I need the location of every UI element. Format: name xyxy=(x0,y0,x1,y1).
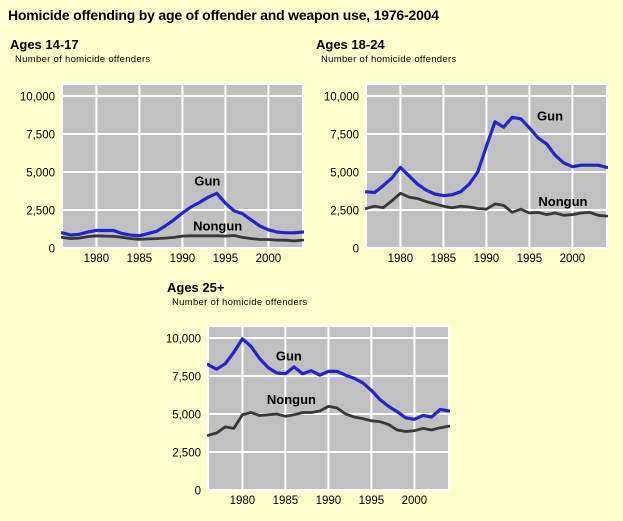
x-tick-label: 1995 xyxy=(359,495,385,507)
y-tick-label: 7,500 xyxy=(172,372,201,384)
y-tick-label: 0 xyxy=(49,244,55,256)
y-tick-label: 2,500 xyxy=(26,206,55,218)
chart-ages-14-17: 0 2,500 5,000 7,500 10,000 1980 1985 1990 1995 20… xyxy=(20,83,304,265)
series-label-gun: Gun xyxy=(537,108,563,123)
y-tick-label: 0 xyxy=(353,244,359,256)
x-tick-label: 1980 xyxy=(230,495,256,507)
y-tick-label: 10,000 xyxy=(324,92,359,104)
y-tick-label: 10,000 xyxy=(20,92,55,104)
chart-heading-ages-25-plus: Ages 25+ xyxy=(167,280,225,295)
x-tick-label: 1990 xyxy=(316,495,342,507)
gun-line xyxy=(365,115,608,198)
x-tick-label: 2000 xyxy=(402,495,428,507)
chart-axis-caption-ages-14-17: Number of homicide offenders xyxy=(15,54,151,65)
x-tick-label: 2000 xyxy=(256,253,282,265)
series-label-nongun: Nongun xyxy=(267,392,316,407)
plot-border xyxy=(207,325,450,491)
gun-line xyxy=(207,337,450,421)
chart-axis-caption-ages-25-plus: Number of homicide offenders xyxy=(172,297,308,308)
series-label-gun: Gun xyxy=(276,349,302,364)
series-label-nongun: Nongun xyxy=(193,218,242,233)
x-tick-label: 1985 xyxy=(431,253,457,265)
nongun-line xyxy=(61,234,304,243)
series-label-nongun: Nongun xyxy=(538,194,587,209)
figure-title: Homicide offending by age of offender an… xyxy=(8,7,439,23)
y-tick-label: 0 xyxy=(195,486,201,498)
chart-ages-18-24: 0 2,500 5,000 7,500 10,000 1980 1985 1990 1995 20… xyxy=(324,83,608,265)
series-label-gun: Gun xyxy=(194,174,220,189)
chart-heading-ages-14-17: Ages 14-17 xyxy=(10,37,79,52)
chart-heading-ages-18-24: Ages 18-24 xyxy=(316,37,385,52)
x-tick-label: 1990 xyxy=(474,253,500,265)
y-tick-label: 2,500 xyxy=(172,448,201,460)
y-tick-label: 7,500 xyxy=(330,130,359,142)
x-tick-label: 1995 xyxy=(517,253,543,265)
x-tick-label: 2000 xyxy=(560,253,586,265)
x-tick-label: 1980 xyxy=(84,253,110,265)
x-tick-label: 1985 xyxy=(273,495,299,507)
x-tick-label: 1995 xyxy=(213,253,239,265)
x-tick-label: 1990 xyxy=(170,253,196,265)
y-tick-label: 5,000 xyxy=(26,168,55,180)
x-tick-label: 1985 xyxy=(127,253,153,265)
y-tick-label: 10,000 xyxy=(166,334,201,346)
nongun-line xyxy=(207,404,450,437)
x-tick-label: 1980 xyxy=(388,253,414,265)
y-tick-label: 2,500 xyxy=(330,206,359,218)
chart-axis-caption-ages-18-24: Number of homicide offenders xyxy=(321,54,457,65)
plot-border xyxy=(61,83,304,249)
gun-line xyxy=(61,191,304,238)
y-tick-label: 7,500 xyxy=(26,130,55,142)
chart-ages-25-: 0 2,500 5,000 7,500 10,000 1980 1985 1990 1995 20… xyxy=(166,325,450,507)
nongun-line xyxy=(365,191,608,218)
y-tick-label: 5,000 xyxy=(172,410,201,422)
y-tick-label: 5,000 xyxy=(330,168,359,180)
